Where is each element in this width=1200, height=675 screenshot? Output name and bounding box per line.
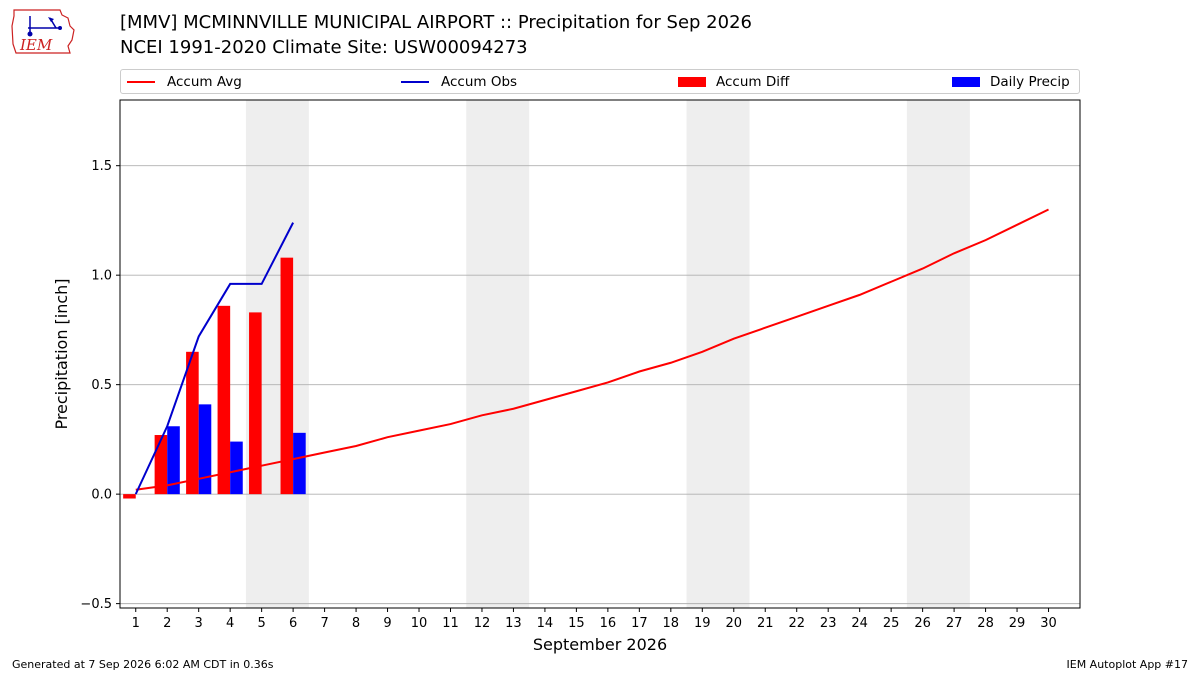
x-tick-label: 30 <box>1040 616 1057 631</box>
x-tick-label: 4 <box>226 616 234 631</box>
legend-swatch <box>127 80 155 83</box>
legend-swatch <box>678 76 706 87</box>
legend: Accum Avg Accum Obs Accum Diff Daily Pre… <box>120 69 1080 94</box>
x-tick-label: 25 <box>883 616 900 631</box>
accum-diff-bar <box>280 257 294 495</box>
legend-item-accum-diff: Accum Diff <box>678 70 789 93</box>
x-tick-label: 17 <box>631 616 648 631</box>
y-tick-label: 1.0 <box>91 269 112 284</box>
daily-precip-bar <box>167 426 180 495</box>
x-tick-label: 22 <box>788 616 805 631</box>
y-tick-label: −0.5 <box>80 597 112 612</box>
x-tick-label: 12 <box>474 616 491 631</box>
x-tick-label: 21 <box>757 616 774 631</box>
x-tick-label: 5 <box>257 616 265 631</box>
legend-label: Accum Avg <box>167 73 242 90</box>
legend-swatch <box>952 76 980 87</box>
x-tick-label: 16 <box>600 616 617 631</box>
legend-item-accum-obs: Accum Obs <box>401 70 517 93</box>
x-tick-label: 11 <box>442 616 459 631</box>
chart-title: [MMV] MCMINNVILLE MUNICIPAL AIRPORT :: P… <box>120 12 752 33</box>
x-tick-label: 2 <box>163 616 171 631</box>
chart-subtitle: NCEI 1991-2020 Climate Site: USW00094273 <box>120 37 528 58</box>
y-tick-label: 1.5 <box>91 159 112 174</box>
x-tick-label: 28 <box>977 616 994 631</box>
x-tick-label: 18 <box>663 616 680 631</box>
accum-diff-bar <box>186 351 199 495</box>
legend-label: Accum Diff <box>716 73 790 90</box>
x-tick-label: 10 <box>411 616 428 631</box>
accum-obs-line <box>134 222 295 495</box>
x-tick-label: 24 <box>851 616 868 631</box>
legend-label: Daily Precip <box>990 73 1070 90</box>
legend-item-daily-precip: Daily Precip <box>952 70 1070 93</box>
daily-precip-bar <box>293 432 306 495</box>
x-tick-label: 29 <box>1009 616 1026 631</box>
weekend-shade <box>906 100 970 608</box>
iem-logo: IEM <box>11 9 75 54</box>
legend-swatch <box>401 80 429 83</box>
x-tick-label: 15 <box>568 616 585 631</box>
app-note: IEM Autoplot App #17 <box>1066 658 1189 671</box>
x-tick-label: 8 <box>352 616 360 631</box>
y-tick-label: 0.5 <box>91 378 112 393</box>
x-axis-label: September 2026 <box>533 635 667 654</box>
weekend-shade <box>466 100 530 608</box>
x-tick-label: 6 <box>289 616 297 631</box>
legend-item-accum-avg: Accum Avg <box>127 70 242 93</box>
plot-frame <box>119 99 1081 609</box>
daily-precip-bar <box>230 441 243 495</box>
accum-diff-bar <box>123 494 136 499</box>
y-tick-label: 0.0 <box>91 488 112 503</box>
accum-diff-bar <box>249 312 262 495</box>
x-tick-label: 13 <box>505 616 522 631</box>
x-tick-label: 7 <box>320 616 328 631</box>
x-tick-label: 23 <box>820 616 837 631</box>
accum-diff-bar <box>154 435 168 495</box>
x-tick-label: 26 <box>914 616 931 631</box>
x-tick-label: 14 <box>537 616 554 631</box>
y-axis-label: Precipitation [inch] <box>52 278 71 429</box>
x-tick-label: 20 <box>725 616 742 631</box>
x-tick-label: 27 <box>946 616 963 631</box>
x-tick-label: 3 <box>195 616 203 631</box>
x-tick-label: 1 <box>132 616 140 631</box>
x-tick-label: 19 <box>694 616 711 631</box>
accum-avg-line <box>135 208 1049 491</box>
generated-note: Generated at 7 Sep 2026 6:02 AM CDT in 0… <box>12 658 274 671</box>
x-tick-label: 9 <box>383 616 391 631</box>
legend-label: Accum Obs <box>441 73 518 90</box>
daily-precip-bar <box>198 404 212 495</box>
svg-text:IEM: IEM <box>19 36 53 54</box>
accum-diff-bar <box>217 305 231 495</box>
